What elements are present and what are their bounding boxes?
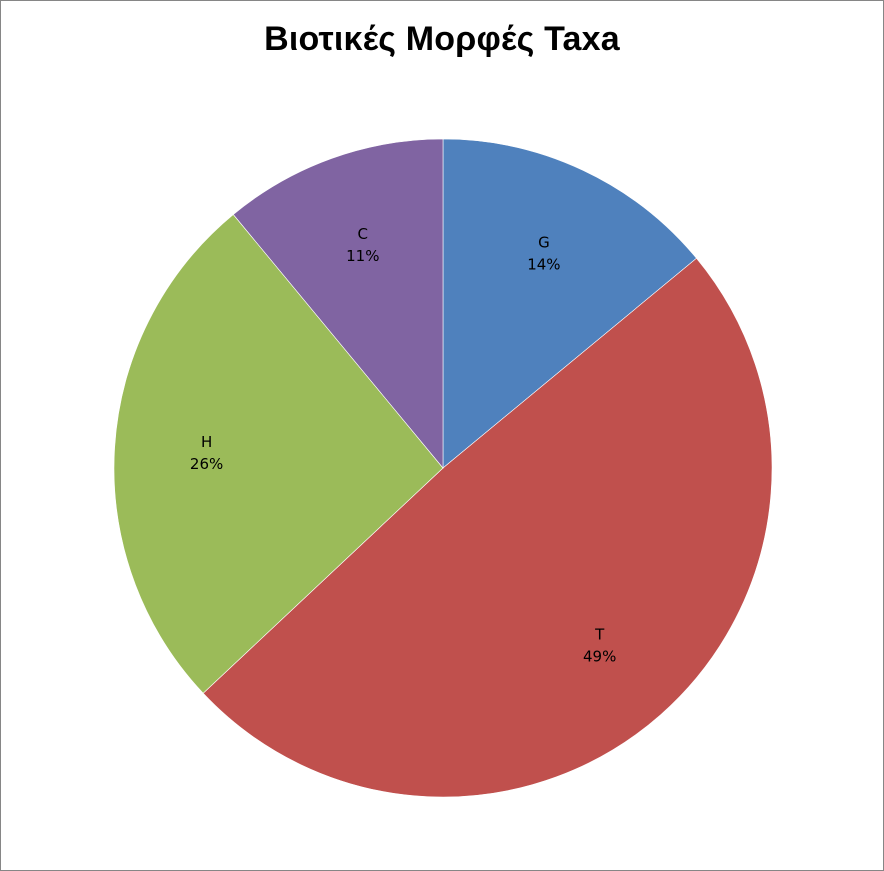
slice-label-g: G [538, 234, 550, 252]
pie-slice-t [202, 257, 773, 798]
slice-percent-c: 11% [346, 247, 379, 265]
slice-label-t: T [594, 626, 605, 644]
slice-label-h: H [201, 433, 212, 451]
pie-slice-h [113, 214, 444, 694]
slice-percent-t: 49% [583, 648, 616, 666]
slice-percent-g: 14% [527, 256, 560, 274]
chart-title: Βιοτικές Μορφές Taxa [264, 20, 620, 58]
slice-label-c: C [358, 225, 368, 243]
slice-percent-h: 26% [190, 455, 223, 473]
pie-slice-g [442, 138, 697, 469]
pie-slice-c [232, 138, 444, 469]
